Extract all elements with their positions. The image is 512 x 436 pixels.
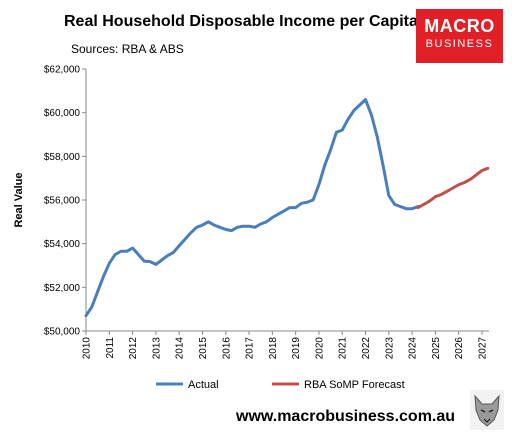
y-tick-label: $60,000 bbox=[44, 108, 81, 119]
x-tick-label: 2015 bbox=[198, 337, 209, 360]
chart-title: Real Household Disposable Income per Cap… bbox=[64, 13, 418, 30]
y-axis: $50,000 $52,000 $54,000 $56,000 $58,000 $60,0… bbox=[44, 65, 87, 338]
logo-line-2: BUSINESS bbox=[425, 38, 494, 50]
series-line-rba-somp-forecast bbox=[416, 166, 490, 210]
x-tick-label: 2026 bbox=[454, 337, 465, 360]
y-tick-label: $50,000 bbox=[44, 327, 81, 338]
y-tick-label: $58,000 bbox=[44, 152, 81, 163]
macrobusiness-logo: MACRO BUSINESS bbox=[416, 9, 503, 63]
x-tick-label: 2025 bbox=[431, 337, 442, 360]
y-tick-label: $62,000 bbox=[44, 65, 81, 76]
x-tick-label: 2016 bbox=[221, 337, 232, 360]
x-tick-label: 2017 bbox=[245, 337, 256, 360]
legend-label: Actual bbox=[188, 379, 219, 391]
x-tick-label: 2013 bbox=[151, 337, 162, 360]
x-tick-label: 2010 bbox=[82, 337, 93, 360]
x-tick-label: 2023 bbox=[384, 337, 395, 360]
website-url[interactable]: www.macrobusiness.com.au bbox=[236, 408, 456, 425]
x-tick-label: 2011 bbox=[105, 337, 116, 359]
series-layer bbox=[84, 98, 490, 318]
series-line-actual bbox=[84, 98, 420, 318]
x-tick-label: 2020 bbox=[314, 337, 325, 360]
x-tick-label: 2027 bbox=[478, 337, 489, 360]
legend-label: RBA SoMP Forecast bbox=[304, 379, 405, 391]
x-tick-label: 2021 bbox=[338, 337, 349, 360]
x-tick-label: 2014 bbox=[175, 337, 186, 360]
y-tick-label: $56,000 bbox=[44, 196, 81, 207]
y-tick-label: $54,000 bbox=[44, 239, 81, 250]
x-tick-label: 2012 bbox=[128, 337, 139, 360]
y-axis-label: Real Value bbox=[13, 172, 25, 227]
x-axis: 2010 2011 2012 2013 2014 2015 2016 2017 2018 2019… bbox=[82, 330, 489, 360]
x-tick-label: 2019 bbox=[291, 337, 302, 360]
x-tick-label: 2018 bbox=[268, 337, 279, 360]
logo-line-1: MACRO bbox=[424, 16, 495, 36]
wolf-icon bbox=[470, 390, 504, 430]
chart-sources: Sources: RBA & ABS bbox=[71, 42, 184, 56]
x-tick-label: 2022 bbox=[361, 337, 372, 360]
legend: Actual RBA SoMP Forecast bbox=[156, 379, 405, 391]
x-tick-label: 2024 bbox=[408, 337, 419, 360]
y-tick-label: $52,000 bbox=[44, 283, 81, 294]
